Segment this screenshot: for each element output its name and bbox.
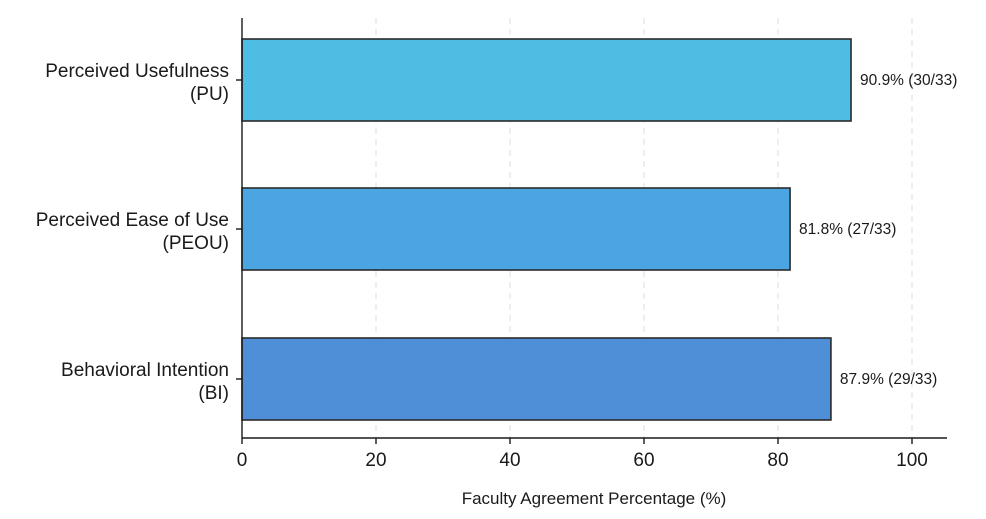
data-label: 90.9% (30/33) [860,72,957,89]
x-tick-label: 0 [237,450,248,471]
x-ticks: 0 20 40 60 80 100 [237,438,928,471]
bar [241,337,832,421]
x-tick-label: 40 [499,450,520,471]
bar [241,187,791,271]
x-tick-label: 80 [767,450,788,471]
x-tick-label: 60 [633,450,654,471]
category-label-line: (PU) [190,84,229,105]
category-labels: Perceived Usefulness (PU) Perceived Ease o… [36,61,229,404]
data-label: 87.9% (29/33) [840,371,937,388]
x-tick-label: 100 [896,450,928,471]
category-label-line: (BI) [198,383,229,404]
bars [241,38,852,421]
category-label-line: (PEOU) [163,233,230,254]
data-labels: 90.9% (30/33) 81.8% (27/33) 87.9% (29/33) [799,72,957,388]
bar [241,38,852,122]
axes [236,18,947,439]
x-axis-title: Faculty Agreement Percentage (%) [462,489,727,508]
category-label-line: Perceived Usefulness [45,61,229,82]
category-label-line: Perceived Ease of Use [36,210,229,231]
category-label: Perceived Usefulness (PU) [45,61,229,105]
category-label: Perceived Ease of Use (PEOU) [36,210,229,254]
data-label: 81.8% (27/33) [799,221,896,238]
x-tick-label: 20 [365,450,386,471]
category-label-line: Behavioral Intention [61,360,229,381]
category-label: Behavioral Intention (BI) [61,360,229,404]
